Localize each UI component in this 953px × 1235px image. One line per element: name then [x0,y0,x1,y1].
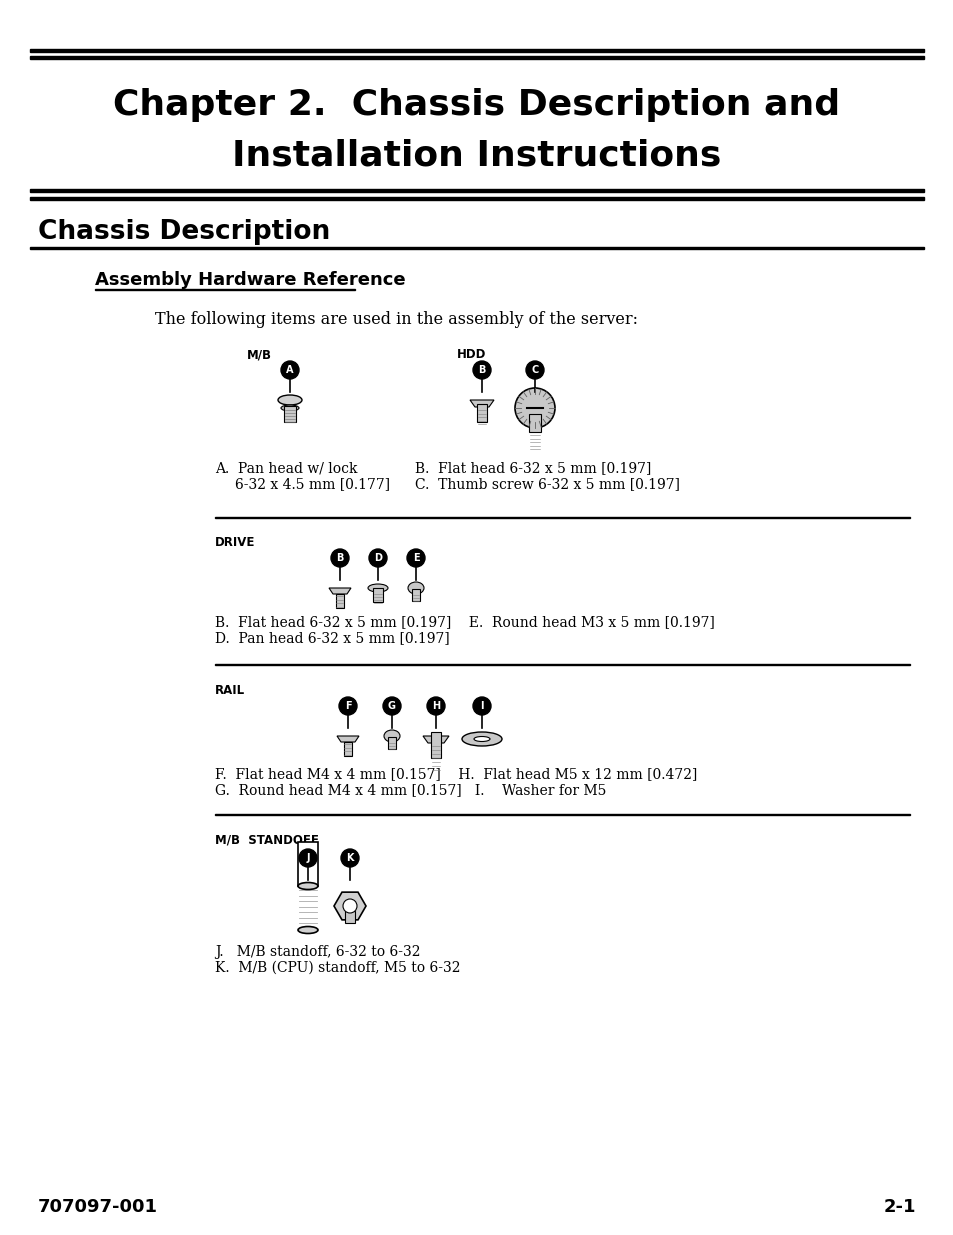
Text: H: H [432,701,439,711]
Circle shape [382,697,400,715]
Bar [431,732,440,758]
Text: B.  Flat head 6-32 x 5 mm [0.197]: B. Flat head 6-32 x 5 mm [0.197] [415,461,651,475]
Text: Chapter 2.  Chassis Description and: Chapter 2. Chassis Description and [113,88,840,122]
Polygon shape [470,400,494,408]
Circle shape [515,388,555,429]
Text: F: F [344,701,351,711]
Text: The following items are used in the assembly of the server:: The following items are used in the asse… [154,311,638,329]
Ellipse shape [277,395,302,405]
Polygon shape [329,588,351,594]
Text: B.  Flat head 6-32 x 5 mm [0.197]    E.  Round head M3 x 5 mm [0.197]: B. Flat head 6-32 x 5 mm [0.197] E. Roun… [214,615,714,629]
Text: Assembly Hardware Reference: Assembly Hardware Reference [95,270,405,289]
Text: B: B [336,553,343,563]
Bar [412,589,419,601]
Text: 6-32 x 4.5 mm [0.177]: 6-32 x 4.5 mm [0.177] [234,477,390,492]
Circle shape [338,697,356,715]
Text: G.  Round head M4 x 4 mm [0.157]   I.    Washer for M5: G. Round head M4 x 4 mm [0.157] I. Washe… [214,783,606,797]
Circle shape [331,550,349,567]
Bar [30,189,923,191]
Bar [373,588,382,601]
Text: I: I [479,701,483,711]
Circle shape [369,550,387,567]
Text: B: B [477,366,485,375]
Ellipse shape [461,732,501,746]
Bar [335,594,344,608]
Polygon shape [334,892,366,920]
Ellipse shape [297,926,317,934]
Text: DRIVE: DRIVE [214,536,255,550]
Text: J: J [306,853,310,863]
Polygon shape [422,736,449,743]
Polygon shape [336,736,358,742]
Circle shape [427,697,444,715]
Text: C.  Thumb screw 6-32 x 5 mm [0.197]: C. Thumb screw 6-32 x 5 mm [0.197] [415,477,679,492]
Text: K: K [346,853,354,863]
Bar [388,737,395,748]
Text: Chassis Description: Chassis Description [38,219,330,245]
Circle shape [298,848,316,867]
Ellipse shape [474,736,490,741]
Bar [344,742,352,756]
Text: RAIL: RAIL [214,683,245,697]
Circle shape [407,550,424,567]
Bar [95,289,355,290]
Circle shape [340,848,358,867]
Text: M/B: M/B [247,348,272,362]
Bar [297,842,317,885]
Text: A.  Pan head w/ lock: A. Pan head w/ lock [214,461,357,475]
Bar [30,196,923,200]
Text: Installation Instructions: Installation Instructions [233,138,720,172]
Bar [30,247,923,249]
Text: 707097-001: 707097-001 [38,1198,158,1216]
Text: HDD: HDD [456,348,486,362]
Text: M/B  STANDOFF: M/B STANDOFF [214,834,318,846]
Bar [476,404,486,422]
Text: F.  Flat head M4 x 4 mm [0.157]    H.  Flat head M5 x 12 mm [0.472]: F. Flat head M4 x 4 mm [0.157] H. Flat h… [214,767,697,781]
Text: D: D [374,553,381,563]
Text: J.   M/B standoff, 6-32 to 6-32: J. M/B standoff, 6-32 to 6-32 [214,945,420,960]
Circle shape [525,361,543,379]
Ellipse shape [297,883,317,889]
Text: K.  M/B (CPU) standoff, M5 to 6-32: K. M/B (CPU) standoff, M5 to 6-32 [214,961,460,974]
Circle shape [473,361,491,379]
Text: A: A [286,366,294,375]
Ellipse shape [408,582,423,594]
Ellipse shape [281,405,298,411]
Ellipse shape [384,730,399,742]
Ellipse shape [368,584,388,592]
Text: C: C [531,366,538,375]
Text: 2-1: 2-1 [882,1198,915,1216]
Circle shape [473,697,491,715]
Circle shape [343,899,356,913]
Circle shape [281,361,298,379]
Text: D.  Pan head 6-32 x 5 mm [0.197]: D. Pan head 6-32 x 5 mm [0.197] [214,631,449,645]
Bar [284,406,295,422]
Bar [529,414,540,432]
Bar [345,911,355,923]
Bar [30,56,923,59]
Bar [30,48,923,52]
Text: G: G [388,701,395,711]
Text: E: E [413,553,419,563]
